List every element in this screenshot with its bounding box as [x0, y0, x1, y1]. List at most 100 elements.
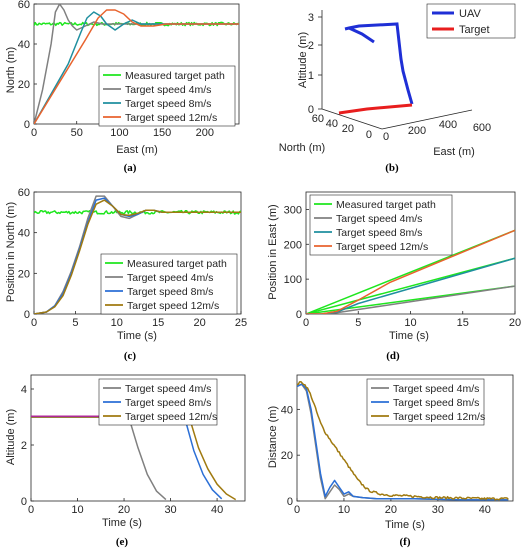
chart-a-ytick-label: 40 — [18, 39, 30, 51]
chart-d-series-line — [306, 229, 515, 314]
chart-a-xtick-label: 100 — [110, 127, 128, 139]
chart-d-xtick-label: 0 — [303, 317, 309, 329]
chart-b-ztick-label: 3 — [308, 12, 314, 24]
chart-e-xtick-label: 30 — [164, 504, 176, 516]
chart-b-etick-label: 600 — [473, 122, 491, 134]
chart-e-xtick-label: 40 — [211, 504, 223, 516]
chart-e-legend: Target speed 4m/s Target speed 8m/s Target… — [98, 378, 218, 426]
chart-a-ytick-label: 0 — [24, 119, 30, 131]
chart-a-legend-label: Target speed 8m/s — [125, 98, 211, 110]
chart-b-ztick-label: 1 — [308, 70, 314, 82]
chart-d-legend-label: Measured target path — [336, 199, 436, 211]
chart-b-etick-label: 400 — [439, 119, 457, 131]
chart-a-legend-label: Target speed 12m/s — [125, 112, 217, 124]
chart-b-zlabel: Altitude (m) — [297, 32, 309, 88]
chart-f-ytick-label: 40 — [281, 404, 293, 416]
chart-a-legend-label: Target speed 4m/s — [125, 84, 211, 96]
chart-c-legend-label: Measured target path — [127, 258, 227, 270]
chart-c-xtick-label: 20 — [193, 317, 205, 329]
chart-b-ylabel: North (m) — [279, 142, 325, 154]
chart-e-ytick-label: 4 — [21, 384, 27, 396]
chart-f-legend-label: Target speed 12m/s — [393, 411, 485, 423]
chart-b-legend: UAV Target — [426, 3, 516, 39]
chart-c-ytick-label: 0 — [24, 309, 30, 321]
chart-a-plot: 0 50 100 150 200 0 20 40 60 Measured target path T… — [18, 0, 240, 139]
chart-d-series-group — [306, 229, 515, 314]
caption-c: (c) — [124, 350, 137, 362]
chart-e-legend-label: Target speed 12m/s — [125, 411, 217, 423]
chart-d-legend-label: Target speed 4m/s — [336, 213, 422, 225]
chart-c-xtick-label: 10 — [111, 317, 123, 329]
chart-b-ntick-label: 40 — [326, 118, 338, 130]
caption-a: (a) — [124, 162, 137, 174]
chart-e-legend-label: Target speed 4m/s — [125, 383, 211, 395]
chart-e-ytick-label: 2 — [21, 440, 27, 452]
chart-d-ytick-label: 200 — [284, 239, 302, 251]
chart-c-xlabel: Time (s) — [117, 330, 157, 342]
chart-a-legend: Measured target path Target speed 4m/s Tar… — [98, 65, 236, 127]
chart-b-ztick-label: 0 — [308, 104, 314, 116]
chart-f-legend-label: Target speed 4m/s — [393, 383, 479, 395]
chart-e-xtick-label: 10 — [71, 504, 83, 516]
chart-c-plot: 0 5 10 15 20 25 0 20 40 60 Measured target path Tar… — [18, 187, 247, 329]
chart-a-ytick-label: 60 — [18, 0, 30, 11]
chart-c-legend-label: Target speed 8m/s — [127, 286, 213, 298]
chart-d-xlabel: Time (s) — [389, 330, 429, 342]
chart-f-xtick-label: 10 — [338, 504, 350, 516]
chart-a-series-group — [34, 4, 239, 124]
chart-c: 0 5 10 15 20 25 0 20 40 60 Measured target path Tar… — [5, 187, 247, 362]
chart-e-xtick-label: 20 — [118, 504, 130, 516]
chart-f-xtick-label: 40 — [479, 504, 491, 516]
chart-c-xtick-label: 0 — [31, 317, 37, 329]
chart-d-ytick-label: 0 — [296, 309, 302, 321]
chart-d-xtick-label: 15 — [457, 317, 469, 329]
chart-b-legend-label: Target — [459, 24, 490, 36]
chart-a-series-line — [34, 9, 239, 124]
chart-d-xtick-label: 10 — [404, 317, 416, 329]
chart-d-legend-label: Target speed 8m/s — [336, 227, 422, 239]
chart-c-series-group — [34, 195, 241, 314]
chart-d-ylabel: Position in East (m) — [267, 204, 279, 299]
caption-e: (e) — [116, 536, 129, 548]
chart-b-target-path — [338, 103, 413, 115]
chart-f-xtick-label: 30 — [432, 504, 444, 516]
chart-e-xlabel: Time (s) — [102, 517, 142, 529]
chart-a-legend-label: Measured target path — [125, 70, 225, 82]
chart-b-etick-label: 200 — [408, 125, 426, 137]
chart-b-uav-path — [348, 26, 375, 44]
chart-a-xtick-label: 200 — [196, 127, 214, 139]
chart-f-ylabel: Distance (m) — [267, 406, 279, 468]
chart-b-xlabel: East (m) — [433, 146, 475, 158]
chart-e-legend-label: Target speed 8m/s — [125, 397, 211, 409]
chart-c-xtick-label: 5 — [72, 317, 78, 329]
chart-a-series-line — [34, 11, 239, 124]
chart-a-series-line — [34, 21, 239, 27]
chart-f-xtick-label: 0 — [294, 504, 300, 516]
chart-b-east-axis — [381, 109, 473, 130]
chart-f-legend-label: Target speed 8m/s — [393, 397, 479, 409]
chart-c-ytick-label: 40 — [18, 228, 30, 240]
chart-a-series-line — [34, 4, 239, 124]
chart-c-ylabel: Position in North (m) — [5, 202, 17, 302]
chart-e-xtick-label: 0 — [28, 504, 34, 516]
chart-b-ztick-label: 2 — [308, 40, 314, 52]
chart-b-ntick-label: 20 — [342, 123, 354, 135]
chart-d-ytick-label: 100 — [284, 274, 302, 286]
chart-b-uav-path — [344, 22, 414, 105]
chart-d-xtick-label: 5 — [355, 317, 361, 329]
chart-a-ylabel: North (m) — [5, 47, 17, 93]
chart-d-legend-label: Target speed 12m/s — [336, 241, 428, 253]
chart-a-ytick-label: 20 — [18, 79, 30, 91]
chart-c-xtick-label: 25 — [235, 317, 247, 329]
chart-a-xtick-label: 150 — [153, 127, 171, 139]
chart-b-legend-box — [426, 3, 516, 39]
caption-f: (f) — [400, 536, 411, 548]
chart-b-ntick-label: 60 — [312, 113, 324, 125]
chart-a-xtick-label: 0 — [31, 127, 37, 139]
